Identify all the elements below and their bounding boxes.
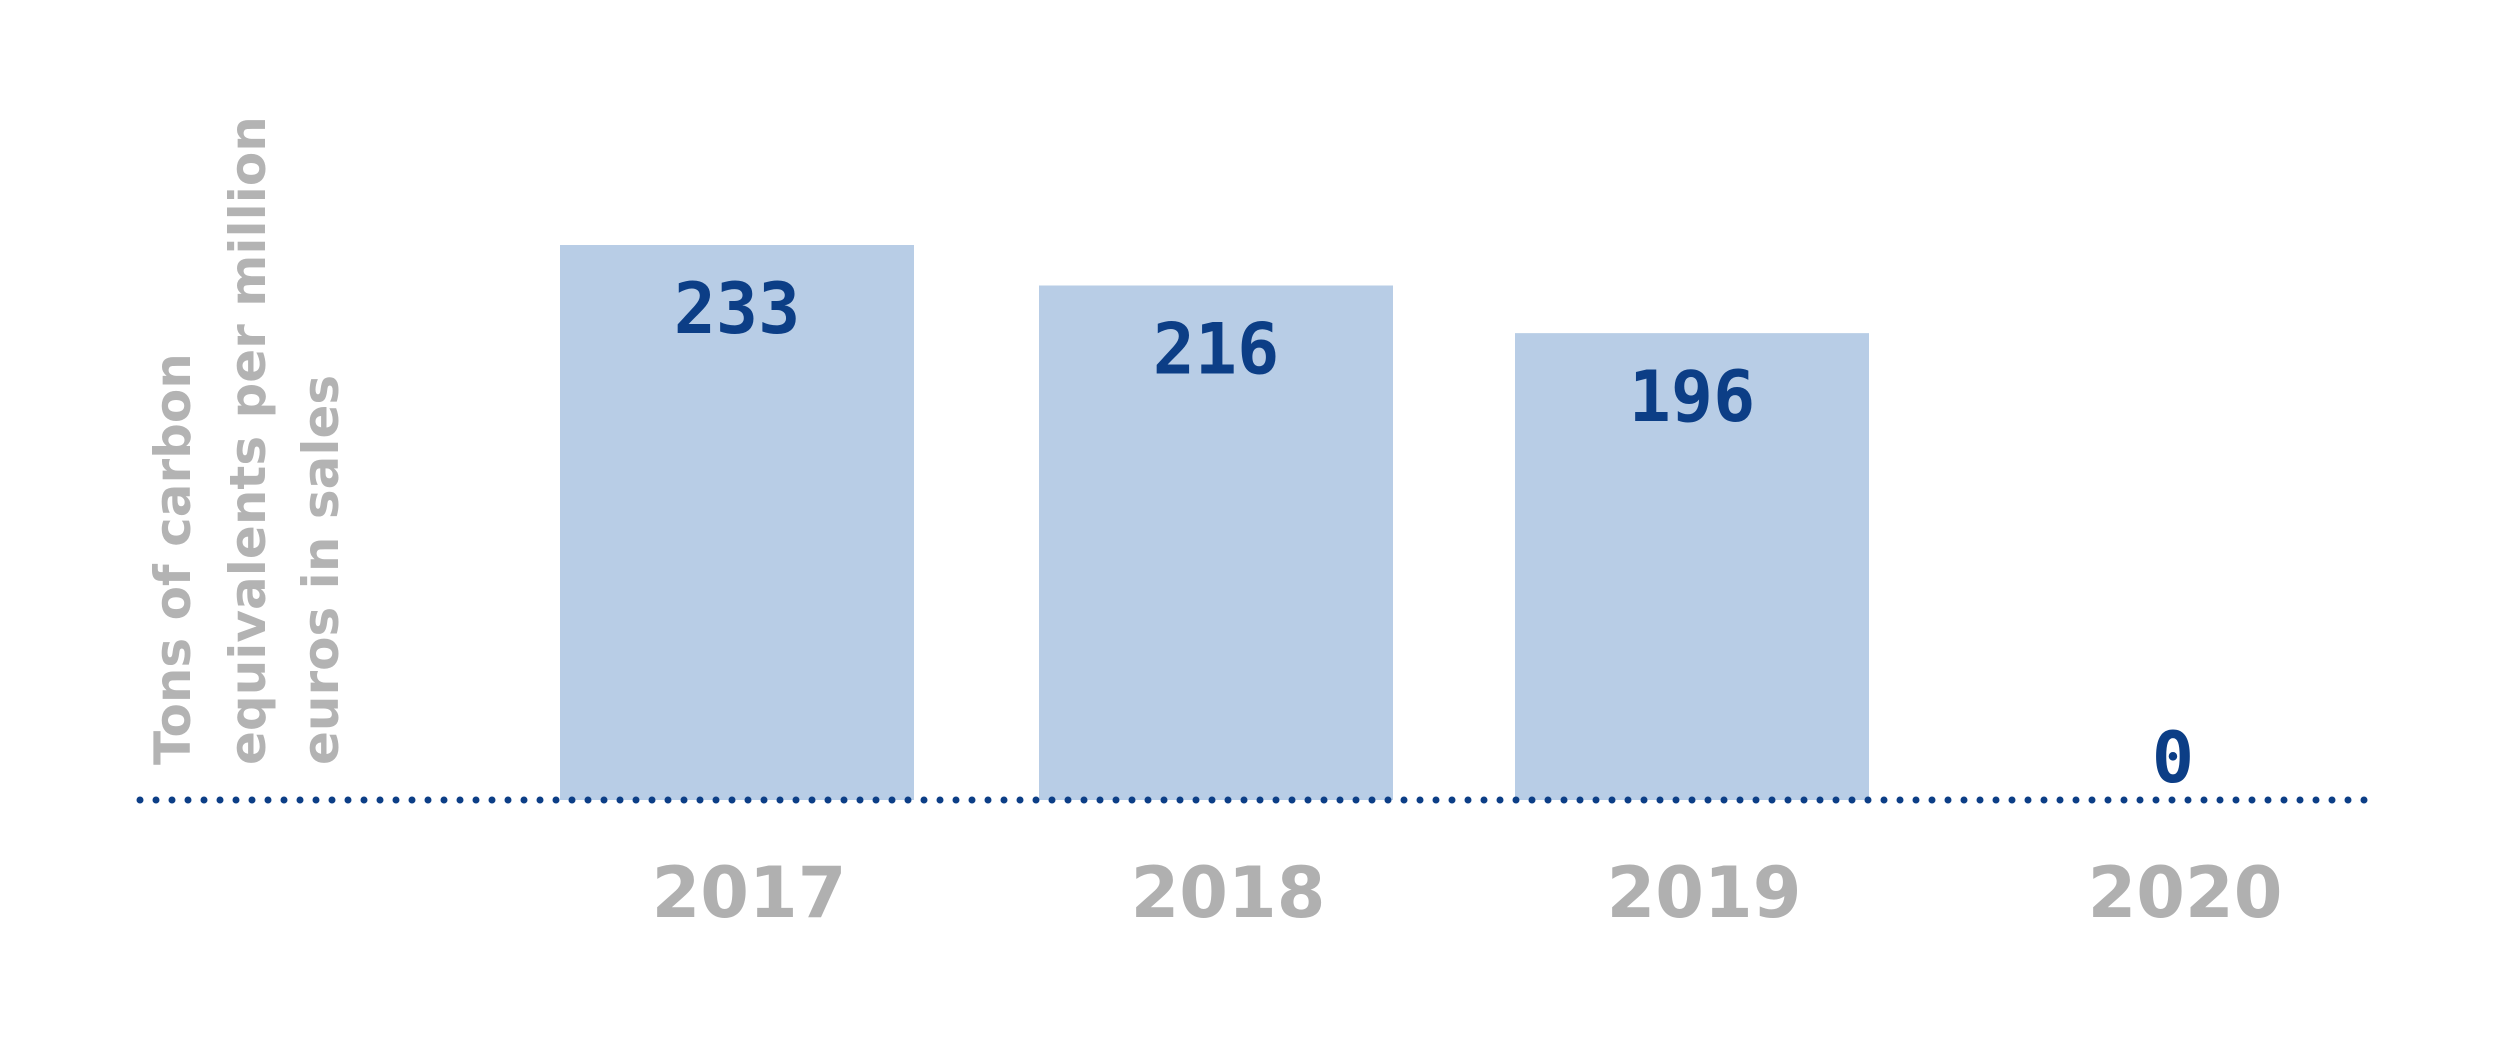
- x-tick-label-2017: 2017: [652, 852, 847, 934]
- y-axis-label: Tons of carbon equivalents per million e…: [144, 116, 350, 765]
- x-tick-label-2019: 2019: [1607, 852, 1802, 934]
- value-label-2017: 233: [674, 268, 800, 350]
- y-axis-label-line-2: equivalents per million: [219, 116, 277, 765]
- x-tick-label-2020: 2020: [2088, 852, 2283, 934]
- value-label-2018: 216: [1153, 308, 1279, 390]
- value-label-2019: 196: [1629, 356, 1755, 438]
- bar-2018: [1039, 285, 1393, 801]
- value-label-2020: 0: [2152, 717, 2194, 799]
- bars-group: [560, 245, 1869, 801]
- value-labels-group: 233 216 196 0: [674, 268, 2194, 799]
- x-axis-tick-labels: 2017 2018 2019 2020: [652, 852, 2283, 934]
- y-axis-label-line-1: Tons of carbon: [144, 353, 202, 765]
- y-axis-label-line-3: euros in sales: [292, 375, 350, 765]
- bar-2019: [1515, 333, 1869, 800]
- bar-2017: [560, 245, 914, 800]
- x-tick-label-2018: 2018: [1131, 852, 1326, 934]
